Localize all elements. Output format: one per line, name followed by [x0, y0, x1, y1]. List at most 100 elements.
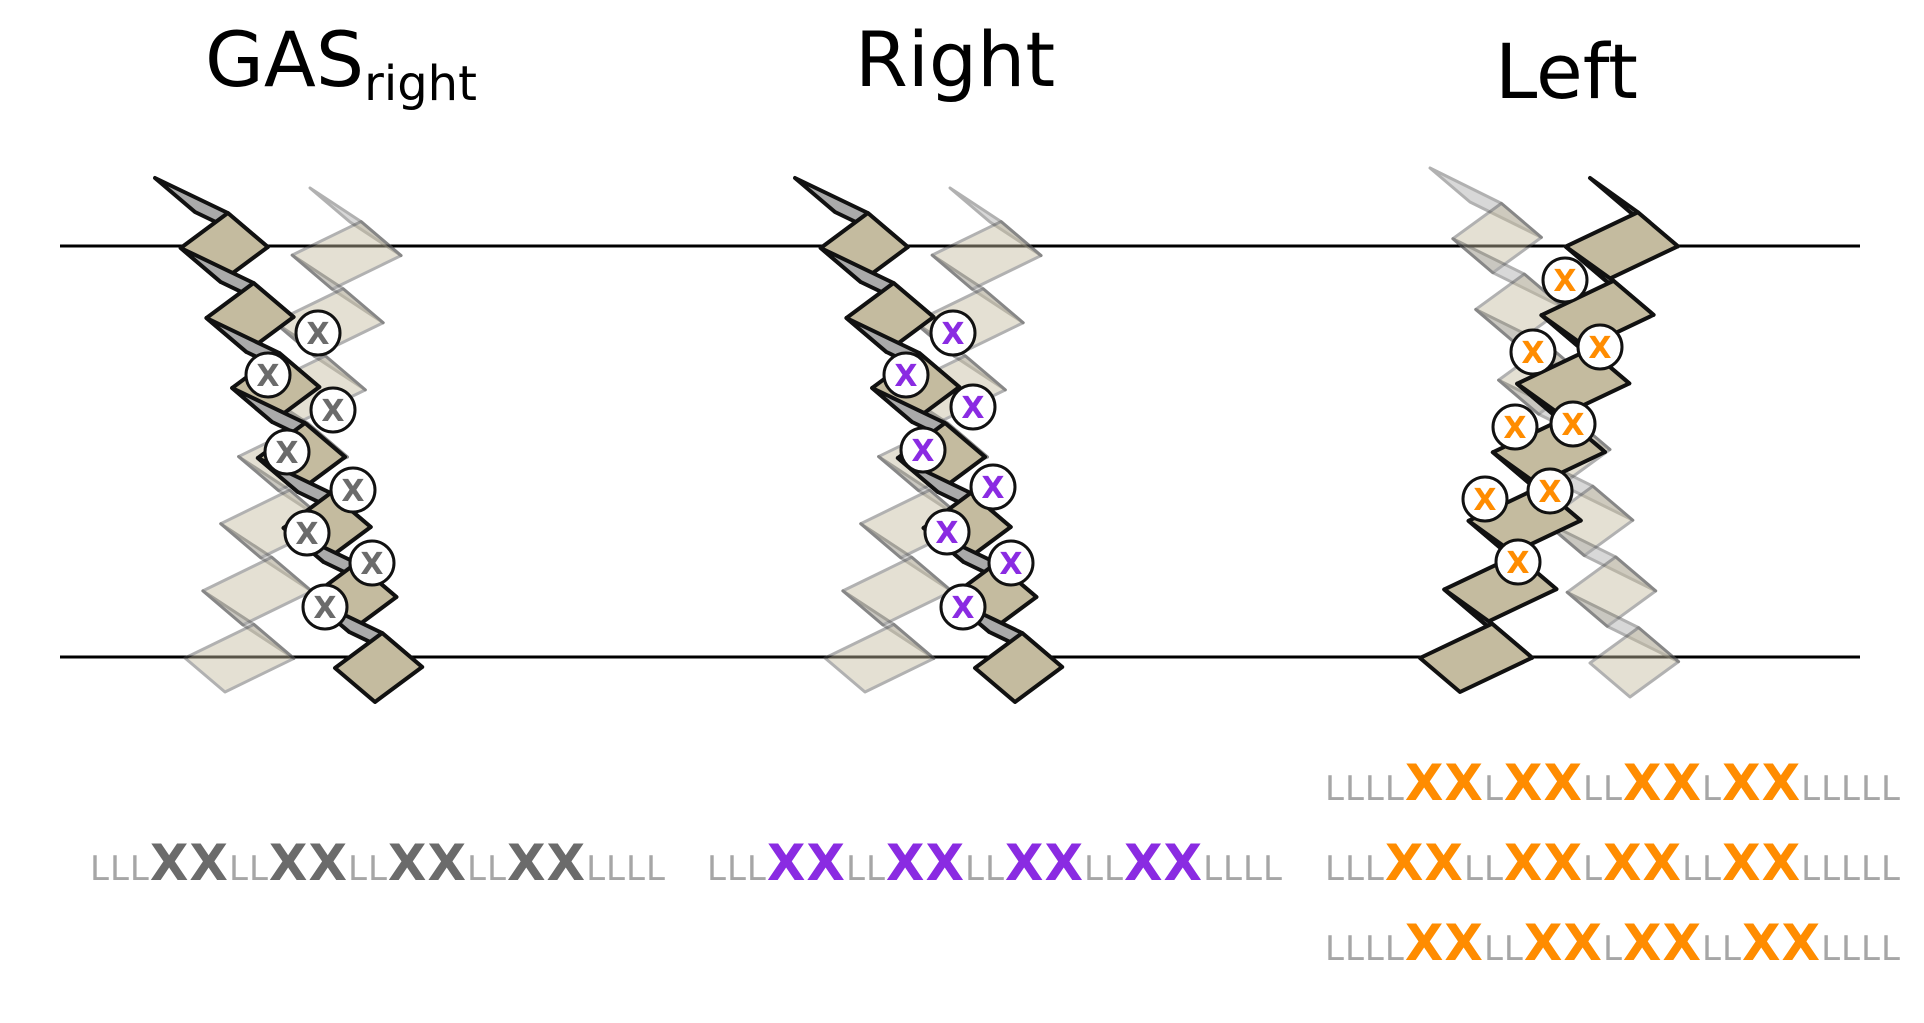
- marker-label: X: [1503, 411, 1526, 446]
- leucine-residue: L: [1463, 849, 1484, 889]
- leucine-residue: L: [1880, 769, 1901, 809]
- interface-residue: X: [1722, 754, 1762, 812]
- gas-right-marker: X: [283, 509, 331, 557]
- marker-circle: [263, 428, 311, 476]
- right-marker: X: [899, 426, 947, 474]
- left-sequence-1: LLLLXXLXXLLXXLXXLLLLL: [1325, 758, 1901, 808]
- interface-residue: X: [1662, 754, 1703, 812]
- interface-residue: X: [1761, 754, 1802, 812]
- marker-circle: [1491, 403, 1539, 451]
- marker-label: X: [306, 317, 329, 352]
- interface-residue: X: [1662, 914, 1703, 972]
- interface-residue: X: [1722, 834, 1762, 892]
- marker-circle: [987, 539, 1035, 587]
- interface-residue: X: [1781, 914, 1822, 972]
- left-marker: X: [1494, 538, 1542, 586]
- left-marker: X: [1549, 400, 1597, 448]
- leucine-residue: L: [1364, 769, 1385, 809]
- helix-ribbon-segment: [973, 631, 1065, 704]
- gas-right-marker: X: [263, 428, 311, 476]
- marker-label: X: [1521, 336, 1544, 371]
- marker-circle: [1549, 400, 1597, 448]
- leucine-residue: L: [1344, 769, 1365, 809]
- left-marker: X: [1526, 467, 1574, 515]
- marker-label: X: [951, 591, 974, 626]
- leucine-residue: L: [1801, 849, 1822, 889]
- helix-ribbon-segment: [1565, 555, 1658, 628]
- leucine-residue: L: [1880, 849, 1901, 889]
- gas-right-sequence: LLLXXLLXXLLXXLLXXLLLL: [90, 838, 666, 888]
- leucine-residue: L: [1483, 849, 1504, 889]
- marker-circle: [923, 508, 971, 556]
- interface-residue: X: [149, 834, 190, 892]
- left-marker: X: [1509, 328, 1557, 376]
- marker-label: X: [1553, 264, 1576, 299]
- interface-residue: X: [1444, 914, 1484, 972]
- marker-label: X: [1473, 483, 1496, 518]
- interface-residue: X: [1563, 914, 1603, 972]
- interface-residue: X: [1424, 834, 1464, 892]
- gas-right-marker: X: [309, 386, 357, 434]
- interface-residue: X: [1543, 834, 1584, 892]
- interface-residue: X: [427, 834, 468, 892]
- marker-label: X: [961, 391, 984, 426]
- leucine-residue: L: [1242, 849, 1263, 889]
- right-marker: X: [882, 351, 930, 399]
- marker-circle: [939, 583, 987, 631]
- marker-circle: [244, 351, 292, 399]
- helix-ribbon-segment: [183, 622, 296, 694]
- leucine-residue: L: [1860, 849, 1881, 889]
- leucine-residue: L: [1325, 929, 1345, 969]
- marker-circle: [1509, 328, 1557, 376]
- leucine-residue: L: [1344, 849, 1365, 889]
- leucine-residue: L: [1702, 929, 1722, 969]
- marker-circle: [348, 539, 396, 587]
- marker-label: X: [313, 591, 336, 626]
- marker-circle: [1461, 475, 1509, 523]
- interface-residue: X: [1543, 754, 1584, 812]
- leucine-residue: L: [467, 849, 487, 889]
- interface-residue: X: [387, 834, 428, 892]
- leucine-residue: L: [746, 849, 767, 889]
- leucine-residue: L: [1364, 929, 1385, 969]
- leucine-residue: L: [1602, 769, 1623, 809]
- helix-ribbon-segment: [823, 622, 936, 694]
- leucine-residue: L: [248, 849, 269, 889]
- helix-ribbon-segment: [1565, 590, 1681, 664]
- interface-residue: X: [1622, 754, 1663, 812]
- leucine-residue: L: [1602, 929, 1623, 969]
- left-title: Left: [1495, 27, 1638, 116]
- helix-ribbon-segment: [948, 186, 1043, 258]
- leucine-residue: L: [1880, 929, 1901, 969]
- leucine-residue: L: [129, 849, 150, 889]
- leucine-residue: L: [1702, 849, 1722, 889]
- marker-circle: [1576, 323, 1624, 371]
- interface-residue: X: [1503, 754, 1544, 812]
- helix-ribbon-segment: [333, 631, 425, 704]
- helix-ribbon-segment: [1428, 166, 1543, 239]
- leucine-residue: L: [1325, 769, 1345, 809]
- marker-label: X: [981, 471, 1004, 506]
- left-marker: X: [1461, 475, 1509, 523]
- helix-ribbon-segment: [201, 555, 314, 627]
- leucine-residue: L: [707, 849, 727, 889]
- leucine-residue: L: [1821, 849, 1842, 889]
- marker-label: X: [321, 394, 344, 429]
- leucine-residue: L: [1841, 769, 1861, 809]
- leucine-residue: L: [1682, 849, 1703, 889]
- marker-circle: [1541, 256, 1589, 304]
- marker-label: X: [1588, 331, 1611, 366]
- right-marker: X: [969, 463, 1017, 511]
- right-sequence: LLLXXLLXXLLXXLLXXLLLL: [707, 838, 1283, 888]
- interface-residue: X: [1503, 834, 1544, 892]
- interface-residue: X: [1384, 834, 1425, 892]
- marker-circle: [882, 351, 930, 399]
- marker-circle: [969, 463, 1017, 511]
- leucine-residue: L: [1801, 769, 1822, 809]
- leucine-residue: L: [487, 849, 507, 889]
- marker-circle: [294, 309, 342, 357]
- leucine-residue: L: [1860, 769, 1881, 809]
